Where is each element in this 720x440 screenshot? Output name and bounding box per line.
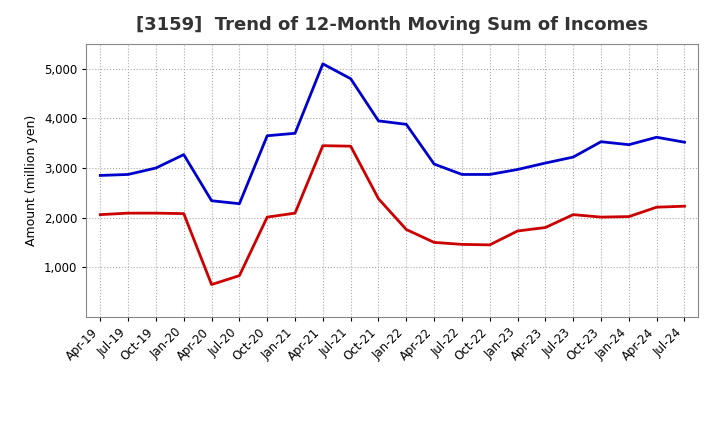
Net Income [152, 210, 161, 216]
Net Income [485, 242, 494, 248]
Ordinary Income [569, 154, 577, 160]
Net Income [569, 212, 577, 217]
Ordinary Income [597, 139, 606, 144]
Net Income [430, 240, 438, 245]
Net Income [374, 196, 383, 202]
Net Income [124, 210, 132, 216]
Net Income [513, 228, 522, 234]
Net Income [624, 214, 633, 219]
Net Income [541, 225, 550, 230]
Net Income [318, 143, 327, 148]
Net Income [207, 282, 216, 287]
Net Income [235, 273, 243, 278]
Ordinary Income [541, 161, 550, 166]
Net Income [346, 143, 355, 149]
Line: Ordinary Income: Ordinary Income [100, 64, 685, 204]
Net Income [597, 214, 606, 220]
Net Income [291, 210, 300, 216]
Y-axis label: Amount (million yen): Amount (million yen) [25, 115, 38, 246]
Ordinary Income [318, 61, 327, 66]
Net Income [402, 227, 410, 232]
Net Income [96, 212, 104, 217]
Net Income [263, 214, 271, 220]
Net Income [179, 211, 188, 216]
Ordinary Income [430, 161, 438, 167]
Ordinary Income [291, 131, 300, 136]
Ordinary Income [235, 201, 243, 206]
Ordinary Income [374, 118, 383, 124]
Net Income [458, 242, 467, 247]
Ordinary Income [652, 135, 661, 140]
Legend: Ordinary Income, Net Income: Ordinary Income, Net Income [230, 438, 555, 440]
Ordinary Income [263, 133, 271, 139]
Ordinary Income [458, 172, 467, 177]
Ordinary Income [513, 167, 522, 172]
Ordinary Income [346, 76, 355, 81]
Net Income [652, 205, 661, 210]
Line: Net Income: Net Income [100, 146, 685, 285]
Ordinary Income [207, 198, 216, 203]
Ordinary Income [179, 152, 188, 157]
Ordinary Income [624, 142, 633, 147]
Ordinary Income [485, 172, 494, 177]
Ordinary Income [402, 122, 410, 127]
Net Income [680, 204, 689, 209]
Ordinary Income [152, 165, 161, 171]
Ordinary Income [680, 139, 689, 145]
Title: [3159]  Trend of 12-Month Moving Sum of Incomes: [3159] Trend of 12-Month Moving Sum of I… [136, 16, 649, 34]
Ordinary Income [96, 173, 104, 178]
Ordinary Income [124, 172, 132, 177]
